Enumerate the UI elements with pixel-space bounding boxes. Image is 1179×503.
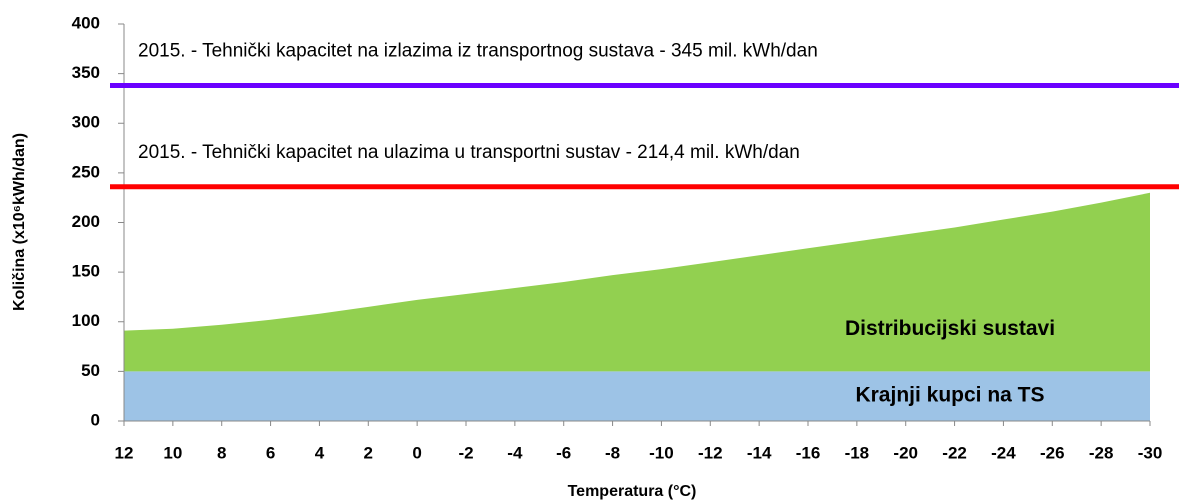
x-tick-label: -2: [458, 443, 473, 462]
y-tick-label: 100: [72, 311, 100, 330]
capacity-label: 2015. - Tehnički kapacitet na ulazima u …: [138, 142, 800, 163]
x-tick-label: -10: [649, 443, 674, 462]
y-tick-label: 150: [72, 262, 100, 281]
y-tick-label: 0: [91, 410, 100, 429]
x-tick-label: 10: [163, 443, 182, 462]
x-tick-label: 8: [217, 443, 226, 462]
x-tick-label: -22: [942, 443, 967, 462]
x-tick-label: -14: [747, 443, 772, 462]
capacity-label: 2015. - Tehnički kapacitet na izlazima i…: [138, 41, 818, 62]
y-tick-label: 300: [72, 113, 100, 132]
x-tick-label: 4: [315, 443, 325, 462]
y-tick-label: 200: [72, 212, 100, 231]
x-tick-label: 2: [364, 443, 373, 462]
y-tick-label: 350: [72, 63, 100, 82]
x-tick-label: 0: [412, 443, 421, 462]
x-tick-label: -12: [698, 443, 723, 462]
x-tick-label: -20: [893, 443, 918, 462]
area-label: Distribucijski sustavi: [845, 317, 1055, 340]
x-tick-label: -26: [1040, 443, 1065, 462]
x-tick-label: -18: [845, 443, 870, 462]
area-label: Krajnji kupci na TS: [855, 384, 1044, 407]
x-axis-label: Temperatura (°C): [568, 483, 697, 500]
x-tick-label: -28: [1089, 443, 1114, 462]
x-tick-label: -6: [556, 443, 571, 462]
x-tick-label: -8: [605, 443, 620, 462]
x-tick-label: -30: [1138, 443, 1163, 462]
x-tick-label: -16: [796, 443, 821, 462]
x-tick-label: 12: [115, 443, 134, 462]
y-axis-label: Količina (x10⁶kWh/dan): [11, 133, 28, 311]
y-tick-label: 250: [72, 162, 100, 181]
y-tick-label: 400: [72, 13, 100, 32]
area: [124, 371, 1150, 421]
area: [124, 192, 1150, 372]
x-tick-label: 6: [266, 443, 275, 462]
y-tick-label: 50: [81, 361, 100, 380]
x-tick-label: -24: [991, 443, 1016, 462]
x-tick-label: -4: [507, 443, 523, 462]
